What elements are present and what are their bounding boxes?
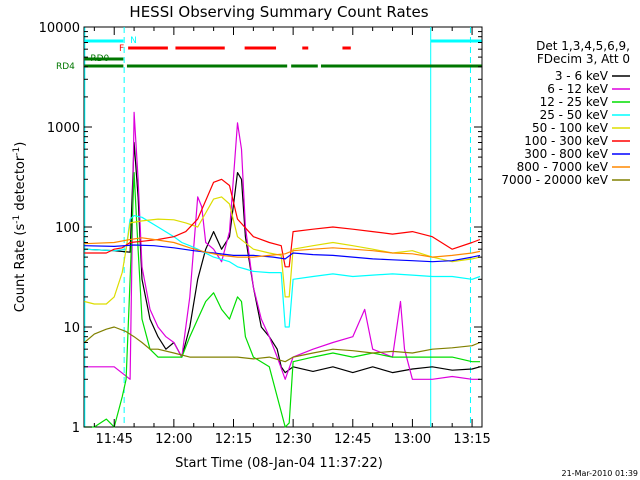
y-tick-label: 10000 xyxy=(39,21,80,36)
legend-entry-label: 12 - 25 keV xyxy=(540,95,609,109)
legend-entry-label: 50 - 100 keV xyxy=(532,121,609,135)
n-label: N xyxy=(130,36,137,46)
series-line-1 xyxy=(84,141,481,374)
x-tick-label: 11:45 xyxy=(95,432,132,447)
legend-header-line: Det 1,3,4,5,6,9, xyxy=(536,39,630,53)
legend: Det 1,3,4,5,6,9,FDecim 3, Att 0 3 - 6 keV… xyxy=(501,39,630,187)
series-line-2 xyxy=(84,111,480,380)
x-tick-label: 12:45 xyxy=(334,432,371,447)
series-line-9 xyxy=(84,326,481,363)
y-tick-label: 1 xyxy=(72,421,80,436)
rd4-label: RD4 xyxy=(56,62,75,72)
legend-entry-label: 300 - 800 keV xyxy=(524,147,608,161)
legend-entry-label: 6 - 12 keV xyxy=(547,82,609,96)
legend-header-line: FDecim 3, Att 0 xyxy=(537,52,630,66)
footer-date: 21-Mar-2010 01:39 xyxy=(562,469,639,478)
series-line-3 xyxy=(84,172,480,428)
x-tick-label: 13:15 xyxy=(453,432,490,447)
legend-entry-label: 25 - 50 keV xyxy=(540,108,609,122)
y-axis-label: Count Rate (s-1 detector-1) xyxy=(12,142,28,313)
legend-entry-label: 800 - 7000 keV xyxy=(517,160,609,174)
y-tick-label: 10 xyxy=(63,321,80,336)
series-layer xyxy=(84,111,481,428)
rd0-label: RD0 xyxy=(90,54,109,64)
legend-entry-label: 7000 - 20000 keV xyxy=(501,173,608,187)
legend-entry-label: 3 - 6 keV xyxy=(555,69,609,83)
chart-title: HESSI Observing Summary Count Rates xyxy=(129,3,428,21)
x-tick-label: 12:15 xyxy=(215,432,252,447)
x-tick-label: 13:00 xyxy=(394,432,431,447)
series-line-4 xyxy=(84,215,481,328)
y-tick-label: 1000 xyxy=(47,121,80,136)
legend-entry-label: 100 - 300 keV xyxy=(524,134,608,148)
axes: 11:45 12:00 12:15 12:30 12:45 13:00 13:15 1 10 10… xyxy=(39,21,491,447)
plot-area-frame xyxy=(83,26,483,428)
series-line-6 xyxy=(84,178,481,268)
observation-markers: NF RD0 RD4 xyxy=(56,27,482,427)
x-tick-label: 12:00 xyxy=(155,432,192,447)
x-axis-label: Start Time (08-Jan-04 11:37:22) xyxy=(175,456,383,471)
f-label: F xyxy=(119,44,124,54)
x-tick-label: 12:30 xyxy=(274,432,311,447)
series-line-7 xyxy=(84,244,481,263)
y-tick-label: 100 xyxy=(55,221,80,236)
series-line-8 xyxy=(84,237,481,258)
